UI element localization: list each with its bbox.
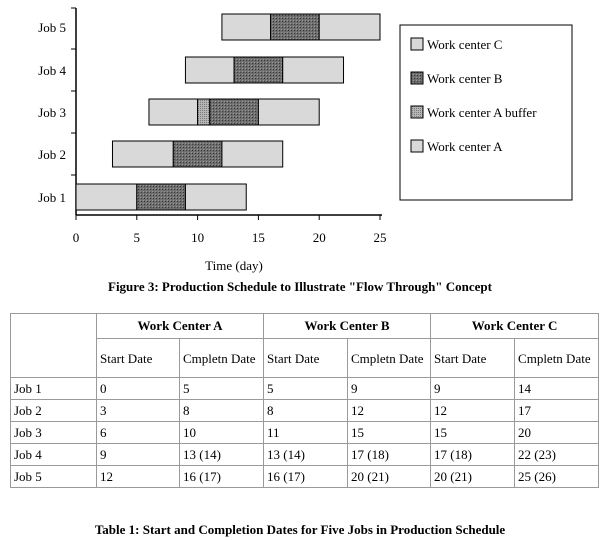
row-label: Job 3 (10, 421, 97, 444)
table-cell: 12 (430, 399, 516, 422)
table-corner (10, 313, 97, 378)
group-header-work-center-a: Work Center A (95, 313, 265, 339)
bar-work-center-b-job-3 (209, 98, 259, 126)
bar-work-center-b-job-1 (136, 183, 186, 211)
table-cell: 5 (263, 377, 349, 400)
gantt-chart: 0 5 10 15 20 25 Time (day) Job 1 Job 2 Job 3 Job 4… (38, 7, 573, 273)
table-row: Job 2 3 8 8 12 12 17 (10, 399, 600, 422)
bar-work-center-a-job-3 (148, 98, 199, 126)
table-cell: 25 (26) (514, 465, 600, 488)
x-tick-label: 25 (374, 230, 387, 245)
subheader-completion-date: Cmpletn Date (178, 338, 265, 378)
legend-label-work-center-a: Work center A (427, 139, 503, 154)
table-cell: 11 (263, 421, 349, 444)
bar-work-center-a-job-4 (184, 56, 235, 84)
table-cell: 12 (347, 399, 432, 422)
table-cell: 8 (263, 399, 349, 422)
bar-work-center-b-job-2 (172, 140, 223, 168)
legend-swatch-work-center-a-buffer (410, 105, 424, 119)
table-cell: 15 (430, 421, 516, 444)
subheader-completion-date: Cmpletn Date (514, 338, 600, 378)
subheader-start-date: Start Date (430, 338, 516, 378)
table-cell: 13 (14) (178, 443, 265, 466)
subheader-start-date: Start Date (96, 338, 180, 378)
legend-label-work-center-c: Work center C (427, 37, 502, 52)
bar-work-center-b-job-5 (270, 13, 320, 41)
legend-label-work-center-b: Work center B (427, 71, 503, 86)
x-tick-label: 15 (252, 230, 265, 245)
row-label: Job 2 (10, 399, 97, 422)
table-cell: 9 (430, 377, 516, 400)
bar-work-center-c-job-4 (282, 56, 345, 84)
y-tick-label: Job 1 (38, 190, 66, 205)
row-label: Job 1 (10, 377, 97, 400)
y-tick-label: Job 3 (38, 105, 66, 120)
x-axis-label: Time (day) (205, 258, 263, 273)
x-tick-label: 5 (134, 230, 141, 245)
bar-work-center-c-job-3 (257, 98, 320, 126)
table-cell: 12 (96, 465, 180, 488)
row-label: Job 5 (10, 465, 97, 488)
table-cell: 17 (514, 399, 600, 422)
table-cell: 22 (23) (514, 443, 600, 466)
chart-bars (75, 13, 381, 211)
table-cell: 20 (21) (430, 465, 516, 488)
table-cell: 10 (178, 421, 265, 444)
group-header-work-center-c: Work Center C (430, 313, 600, 339)
bar-work-center-c-job-2 (221, 140, 284, 168)
chart-legend: Work center C Work center B Work center A … (399, 24, 573, 201)
table-cell: 17 (18) (347, 443, 432, 466)
bar-work-center-b-job-4 (233, 56, 284, 84)
subheader-completion-date: Cmpletn Date (347, 338, 432, 378)
legend-swatch-work-center-c (410, 37, 424, 51)
table-cell: 14 (514, 377, 600, 400)
x-tick-label: 10 (191, 230, 204, 245)
subheader-start-date: Start Date (263, 338, 349, 378)
table-subheader-row: Start Date Cmpletn Date Start Date Cmple… (11, 338, 600, 378)
legend-label-work-center-a-buffer: Work center A buffer (427, 105, 537, 120)
table-cell: 16 (17) (178, 465, 265, 488)
table-cell: 20 (514, 421, 600, 444)
table-cell: 0 (96, 377, 180, 400)
table-group-header-row: Work Center A Work Center B Work Center … (10, 313, 600, 378)
table-cell: 5 (178, 377, 265, 400)
bar-work-center-a-job-2 (111, 140, 174, 168)
table-row: Job 4 9 13 (14) 13 (14) 17 (18) 17 (18) … (10, 443, 600, 466)
table-cell: 9 (347, 377, 432, 400)
x-tick-label: 20 (313, 230, 326, 245)
legend-box (399, 24, 573, 201)
x-tick-label: 0 (73, 230, 80, 245)
chart-labels: 0 5 10 15 20 25 Time (day) Job 1 Job 2 Job 3 Job 4… (38, 20, 386, 273)
bar-work-center-c-job-5 (318, 13, 381, 41)
schedule-table: Work Center A Work Center B Work Center … (10, 313, 600, 488)
bar-work-center-c-job-1 (184, 183, 247, 211)
table-cell: 8 (178, 399, 265, 422)
group-header-work-center-b: Work Center B (263, 313, 432, 339)
legend-swatch-work-center-b (410, 71, 424, 85)
bar-work-center-a-buffer-job-3 (197, 98, 211, 126)
row-label: Job 4 (10, 443, 97, 466)
table-row: Job 1 0 5 5 9 9 14 (10, 377, 600, 400)
y-tick-label: Job 2 (38, 147, 66, 162)
table-cell: 6 (96, 421, 180, 444)
table-caption: Table 1: Start and Completion Dates for … (94, 522, 506, 537)
legend-swatch-work-center-a (410, 139, 424, 153)
chart-axes (71, 7, 382, 220)
table-cell: 13 (14) (263, 443, 349, 466)
y-tick-label: Job 4 (38, 63, 66, 78)
table-cell: 17 (18) (430, 443, 516, 466)
bar-work-center-a-job-5 (221, 13, 272, 41)
table-cell: 9 (96, 443, 180, 466)
y-tick-label: Job 5 (38, 20, 66, 35)
table-cell: 16 (17) (263, 465, 349, 488)
table-cell: 15 (347, 421, 432, 444)
table-cell: 20 (21) (347, 465, 432, 488)
table-row: Job 3 6 10 11 15 15 20 (10, 421, 600, 444)
table-row: Job 5 12 16 (17) 16 (17) 20 (21) 20 (21)… (10, 465, 600, 488)
bar-work-center-a-job-1 (75, 183, 138, 211)
table-cell: 3 (96, 399, 180, 422)
figure-caption: Figure 3: Production Schedule to Illustr… (108, 279, 492, 294)
